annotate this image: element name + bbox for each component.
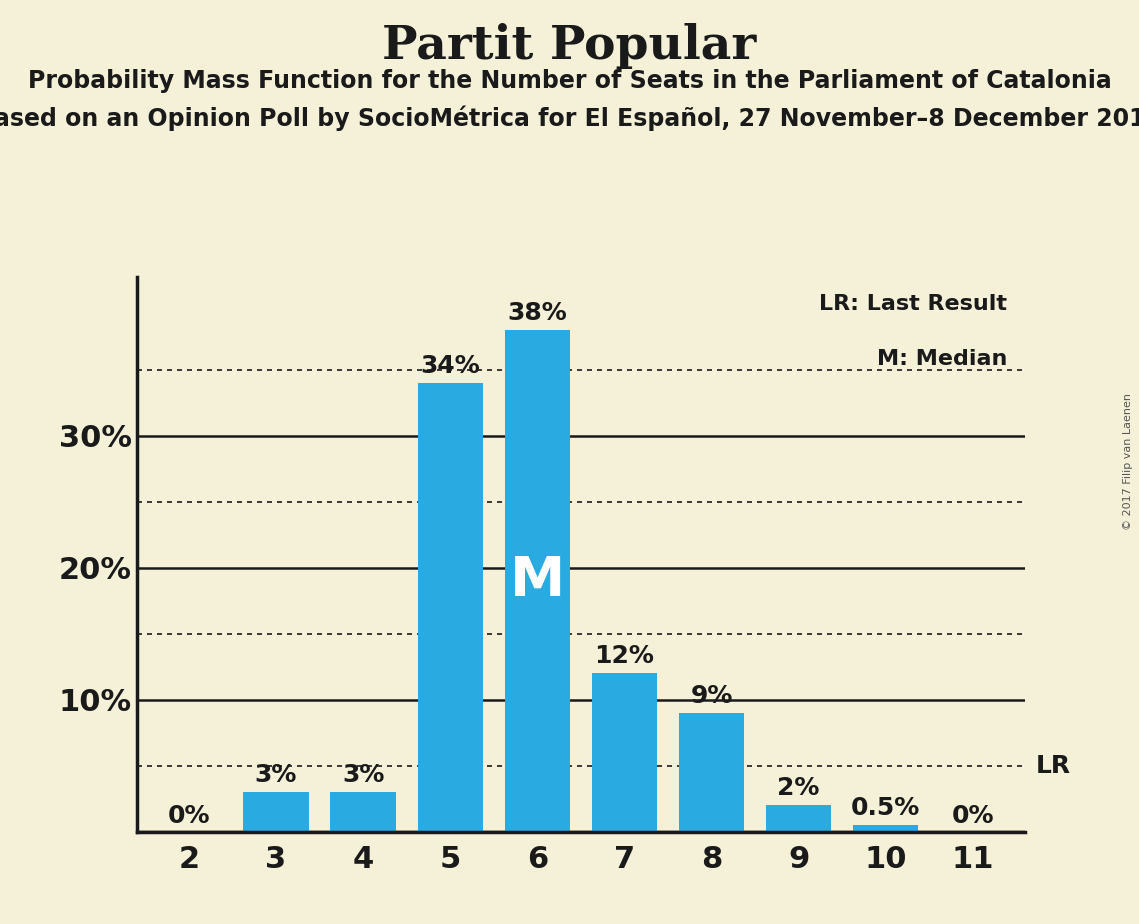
Bar [505,330,570,832]
Text: 0.5%: 0.5% [851,796,920,820]
Bar [244,792,309,832]
Text: M: M [510,553,565,608]
Text: 3%: 3% [342,762,384,786]
Bar [853,825,918,832]
Text: © 2017 Filip van Laenen: © 2017 Filip van Laenen [1123,394,1133,530]
Bar [330,792,396,832]
Text: Partit Popular: Partit Popular [383,23,756,69]
Text: M: Median: M: Median [877,349,1007,370]
Text: 9%: 9% [690,684,732,708]
Text: 3%: 3% [255,762,297,786]
Text: 0%: 0% [951,804,994,828]
Text: 2%: 2% [778,776,820,800]
Text: LR: Last Result: LR: Last Result [819,294,1007,314]
Text: 12%: 12% [595,644,655,668]
Text: Probability Mass Function for the Number of Seats in the Parliament of Catalonia: Probability Mass Function for the Number… [27,69,1112,93]
Text: LR: LR [1036,754,1072,778]
Text: 38%: 38% [508,300,567,324]
Text: 0%: 0% [167,804,211,828]
Text: Based on an Opinion Poll by SocioMétrica for El Español, 27 November–8 December : Based on an Opinion Poll by SocioMétrica… [0,105,1139,131]
Bar [592,674,657,832]
Bar [679,712,744,832]
Bar [418,383,483,832]
Text: 34%: 34% [420,354,481,378]
Bar [767,805,831,832]
